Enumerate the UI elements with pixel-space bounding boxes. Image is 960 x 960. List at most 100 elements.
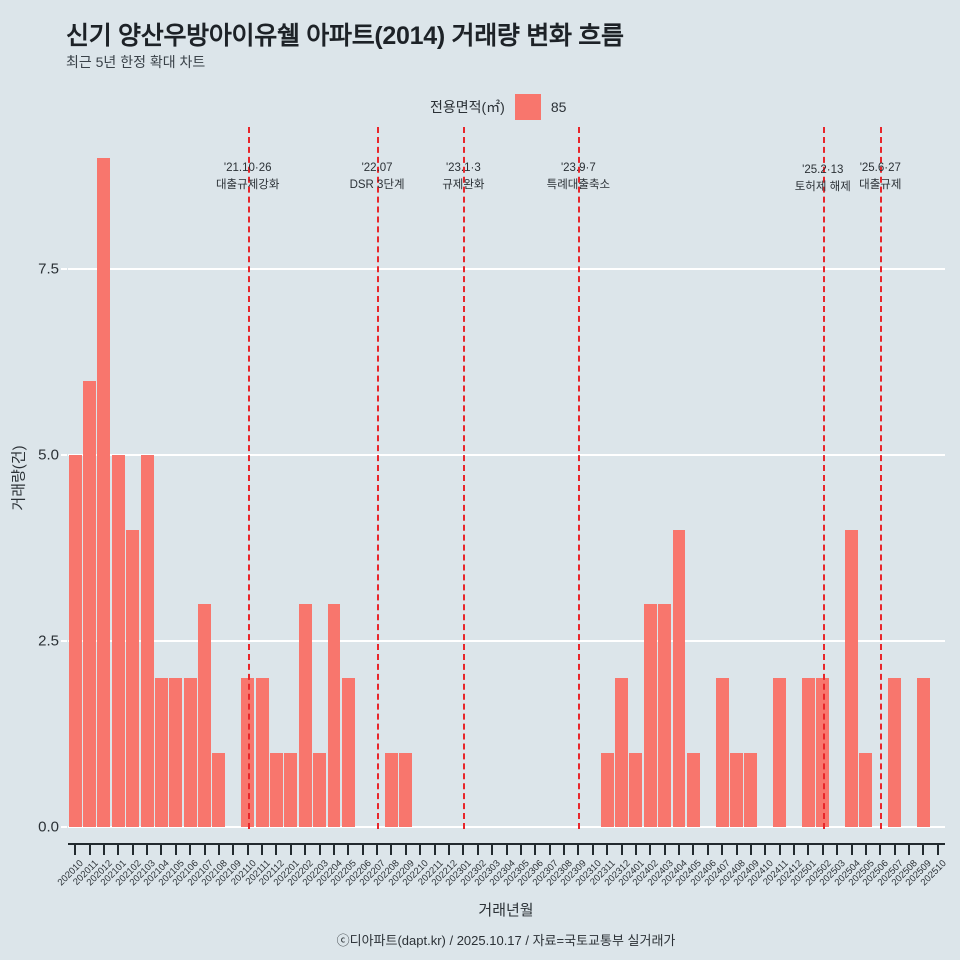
x-tick-202212 [447, 843, 450, 855]
bar-202501[interactable] [801, 678, 815, 827]
x-tick-202209 [404, 843, 407, 855]
bar-202405[interactable] [686, 752, 700, 827]
bar-202108[interactable] [212, 752, 226, 827]
bar-202107[interactable] [198, 603, 212, 827]
x-tick-202505 [864, 843, 867, 855]
bar-202402[interactable] [643, 603, 657, 827]
bar-202505[interactable] [859, 752, 873, 827]
x-tick-202401 [634, 843, 637, 855]
y-tick-label-0.0: 0.0 [38, 818, 59, 836]
page-subtitle: 최근 5년 한정 확대 차트 [66, 54, 206, 70]
x-tick-202411 [778, 843, 781, 855]
x-tick-202501 [807, 843, 810, 855]
annotation-text: 대출규제강화 [215, 179, 280, 191]
x-tick-202202 [304, 843, 307, 855]
bar-202103[interactable] [140, 455, 154, 827]
annotation-date: '25.2·13 [802, 164, 844, 176]
x-tick-202109 [232, 843, 235, 855]
annotation-text: 대출규제 [859, 179, 902, 191]
bar-series [68, 128, 945, 827]
x-tick-202412 [793, 843, 796, 855]
x-tick-202409 [749, 843, 752, 855]
annotation-text: 규제완화 [442, 179, 485, 191]
event-line-202502 [822, 127, 825, 829]
bar-202409[interactable] [744, 752, 758, 827]
bar-202408[interactable] [730, 752, 743, 827]
bar-202010[interactable] [68, 455, 82, 827]
x-tick-202408 [735, 843, 738, 855]
x-tick-202307 [548, 843, 551, 855]
annotation-202207: '22.07 DSR 3단계 [350, 160, 405, 194]
x-tick-202108 [217, 843, 220, 855]
annotation-202301: '23.1·3 규제완화 [442, 160, 484, 194]
y-tick-label-7.5: 7.5 [38, 260, 59, 278]
x-tick-202302 [476, 843, 479, 855]
bar-202509[interactable] [916, 678, 930, 827]
x-tick-202502 [821, 843, 824, 855]
bar-202208[interactable] [385, 752, 398, 827]
gridline-0.0 [68, 826, 945, 828]
x-tick-202207 [376, 843, 379, 855]
bar-202404[interactable] [672, 529, 686, 827]
y-tick-mark-7.5 [61, 268, 67, 271]
x-tick-202308 [563, 843, 565, 855]
x-tick-202303 [491, 843, 494, 855]
bar-202012[interactable] [97, 157, 111, 827]
x-axis-label: 거래년월 [478, 902, 534, 919]
x-tick-202405 [692, 843, 695, 855]
bar-202101[interactable] [111, 455, 125, 827]
x-tick-202402 [649, 843, 652, 855]
event-line-202207 [377, 127, 380, 829]
x-tick-202504 [850, 843, 853, 855]
bar-202507[interactable] [888, 678, 902, 827]
bar-202311[interactable] [600, 752, 614, 827]
bar-202112[interactable] [269, 752, 283, 827]
annotation-202309: '23.9·7 특례대출축소 [547, 160, 610, 194]
bar-202209[interactable] [399, 752, 413, 827]
x-tick-202011 [88, 843, 91, 855]
bar-202504[interactable] [845, 529, 859, 827]
bar-202204[interactable] [327, 603, 341, 827]
x-tick-202111 [261, 843, 264, 855]
x-tick-202312 [620, 843, 623, 855]
bar-202105[interactable] [169, 678, 183, 827]
bar-202202[interactable] [298, 603, 312, 827]
x-tick-202311 [606, 843, 609, 855]
bar-202104[interactable] [154, 678, 168, 827]
annotation-date: '23.9·7 [560, 162, 596, 174]
x-tick-202410 [764, 843, 767, 855]
bar-202407[interactable] [715, 678, 729, 827]
x-tick-202403 [663, 843, 666, 855]
x-tick-202406 [706, 843, 709, 855]
bar-202011[interactable] [83, 380, 97, 827]
page-title: 신기 양산우방아이유쉘 아파트(2014) 거래량 변화 흐름 [66, 22, 624, 50]
bar-202111[interactable] [255, 678, 269, 827]
bar-202312[interactable] [615, 678, 628, 827]
y-tick-label-2.5: 2.5 [38, 632, 59, 650]
bar-202203[interactable] [313, 752, 327, 827]
y-tick-mark-5.0 [61, 454, 67, 457]
bar-202201[interactable] [284, 752, 298, 827]
annotation-date: '21.10·26 [223, 162, 272, 174]
x-tick-202102 [131, 843, 134, 855]
annotation-date: '22.07 [361, 162, 393, 174]
bar-202106[interactable] [183, 678, 197, 827]
x-tick-202210 [419, 843, 422, 855]
gridline-2.5 [68, 640, 945, 643]
x-tick-202204 [332, 843, 335, 855]
x-tick-202510 [936, 843, 939, 855]
bar-202102[interactable] [126, 529, 140, 827]
plot-background [68, 128, 945, 827]
bar-202411[interactable] [773, 678, 787, 827]
bar-202403[interactable] [658, 603, 672, 827]
x-tick-202301 [462, 843, 465, 855]
bar-202401[interactable] [629, 752, 643, 827]
bar-202205[interactable] [341, 678, 355, 827]
x-tick-202101 [117, 843, 120, 855]
event-line-202309 [578, 127, 581, 829]
x-tick-202205 [347, 843, 350, 855]
x-tick-202112 [275, 843, 278, 855]
x-tick-202107 [203, 843, 206, 855]
x-tick-202110 [246, 843, 249, 855]
